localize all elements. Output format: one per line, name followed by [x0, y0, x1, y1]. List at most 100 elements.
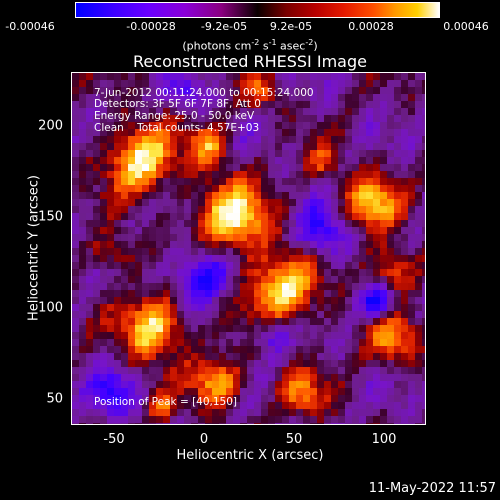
heatmap-pixel [205, 150, 212, 157]
heatmap-pixel [317, 381, 324, 388]
heatmap-pixel [261, 234, 268, 241]
heatmap-pixel [177, 136, 184, 143]
heatmap-pixel [345, 416, 352, 423]
heatmap-pixel [93, 423, 100, 424]
heatmap-pixel [121, 171, 128, 178]
heatmap-pixel [184, 241, 191, 248]
heatmap-pixel [142, 409, 149, 416]
heatmap-pixel [226, 290, 233, 297]
heatmap-pixel [233, 325, 240, 332]
heatmap-pixel [401, 157, 408, 164]
heatmap-pixel [408, 367, 415, 374]
heatmap-pixel [226, 157, 233, 164]
heatmap-pixel [296, 297, 303, 304]
heatmap-pixel [366, 220, 373, 227]
heatmap-pixel [324, 423, 331, 424]
heatmap-pixel [142, 227, 149, 234]
heatmap-pixel [415, 423, 422, 424]
heatmap-pixel [303, 409, 310, 416]
heatmap-pixel [121, 178, 128, 185]
heatmap-pixel [415, 136, 422, 143]
heatmap-pixel [79, 227, 86, 234]
heatmap-pixel [366, 332, 373, 339]
heatmap-pixel [142, 374, 149, 381]
heatmap-pixel [121, 80, 128, 87]
heatmap-pixel [114, 101, 121, 108]
heatmap-pixel [373, 283, 380, 290]
heatmap-pixel [79, 115, 86, 122]
heatmap-pixel [205, 143, 212, 150]
heatmap-pixel [359, 402, 366, 409]
heatmap-pixel [121, 276, 128, 283]
heatmap-pixel [149, 332, 156, 339]
heatmap-pixel [401, 367, 408, 374]
heatmap-pixel [191, 178, 198, 185]
heatmap-pixel [408, 283, 415, 290]
heatmap-pixel [289, 346, 296, 353]
heatmap-pixel [359, 94, 366, 101]
heatmap-pixel [198, 318, 205, 325]
heatmap-pixel [114, 332, 121, 339]
heatmap-pixel [331, 115, 338, 122]
heatmap-pixel [331, 304, 338, 311]
heatmap-pixel [107, 423, 114, 424]
heatmap-pixel [86, 150, 93, 157]
heatmap-pixel [331, 353, 338, 360]
heatmap-pixel [240, 213, 247, 220]
heatmap-pixel [331, 276, 338, 283]
heatmap-pixel [268, 199, 275, 206]
heatmap-pixel [79, 136, 86, 143]
heatmap-pixel [282, 388, 289, 395]
heatmap-pixel [212, 367, 219, 374]
heatmap-pixel [121, 129, 128, 136]
heatmap-pixel [205, 108, 212, 115]
heatmap-pixel [289, 241, 296, 248]
heatmap-pixel [135, 388, 142, 395]
heatmap-pixel [310, 80, 317, 87]
heatmap-pixel [226, 241, 233, 248]
heatmap-pixel [317, 171, 324, 178]
heatmap-pixel [275, 388, 282, 395]
heatmap-pixel [254, 73, 261, 80]
heatmap-pixel [170, 199, 177, 206]
heatmap-pixel [359, 192, 366, 199]
heatmap-pixel [247, 423, 254, 424]
heatmap-pixel [191, 101, 198, 108]
heatmap-pixel [163, 388, 170, 395]
heatmap-pixel [177, 325, 184, 332]
heatmap-pixel [338, 164, 345, 171]
heatmap-pixel [401, 304, 408, 311]
heatmap-pixel [226, 136, 233, 143]
heatmap-pixel [366, 353, 373, 360]
heatmap-pixel [142, 192, 149, 199]
y-axis-label: Heliocentric Y (arcsec) [26, 175, 42, 321]
heatmap-pixel [177, 269, 184, 276]
heatmap-pixel [296, 129, 303, 136]
heatmap-pixel [408, 374, 415, 381]
heatmap-pixel [86, 115, 93, 122]
heatmap-pixel [303, 87, 310, 94]
heatmap-pixel [387, 227, 394, 234]
heatmap-pixel [296, 360, 303, 367]
heatmap-pixel [310, 136, 317, 143]
heatmap-pixel [359, 283, 366, 290]
heatmap-pixel [135, 325, 142, 332]
heatmap-pixel [275, 248, 282, 255]
heatmap-pixel [142, 115, 149, 122]
heatmap-pixel [72, 269, 79, 276]
heatmap-pixel [324, 360, 331, 367]
heatmap-pixel [296, 115, 303, 122]
heatmap-pixel [107, 248, 114, 255]
heatmap-pixel [366, 297, 373, 304]
heatmap-pixel [415, 402, 422, 409]
heatmap-pixel [261, 206, 268, 213]
heatmap-pixel [254, 367, 261, 374]
heatmap-pixel [107, 409, 114, 416]
heatmap-pixel [275, 192, 282, 199]
heatmap-pixel [247, 87, 254, 94]
heatmap-pixel [408, 388, 415, 395]
heatmap-pixel [415, 367, 422, 374]
heatmap-pixel [282, 353, 289, 360]
heatmap-pixel [275, 199, 282, 206]
heatmap-pixel [310, 388, 317, 395]
